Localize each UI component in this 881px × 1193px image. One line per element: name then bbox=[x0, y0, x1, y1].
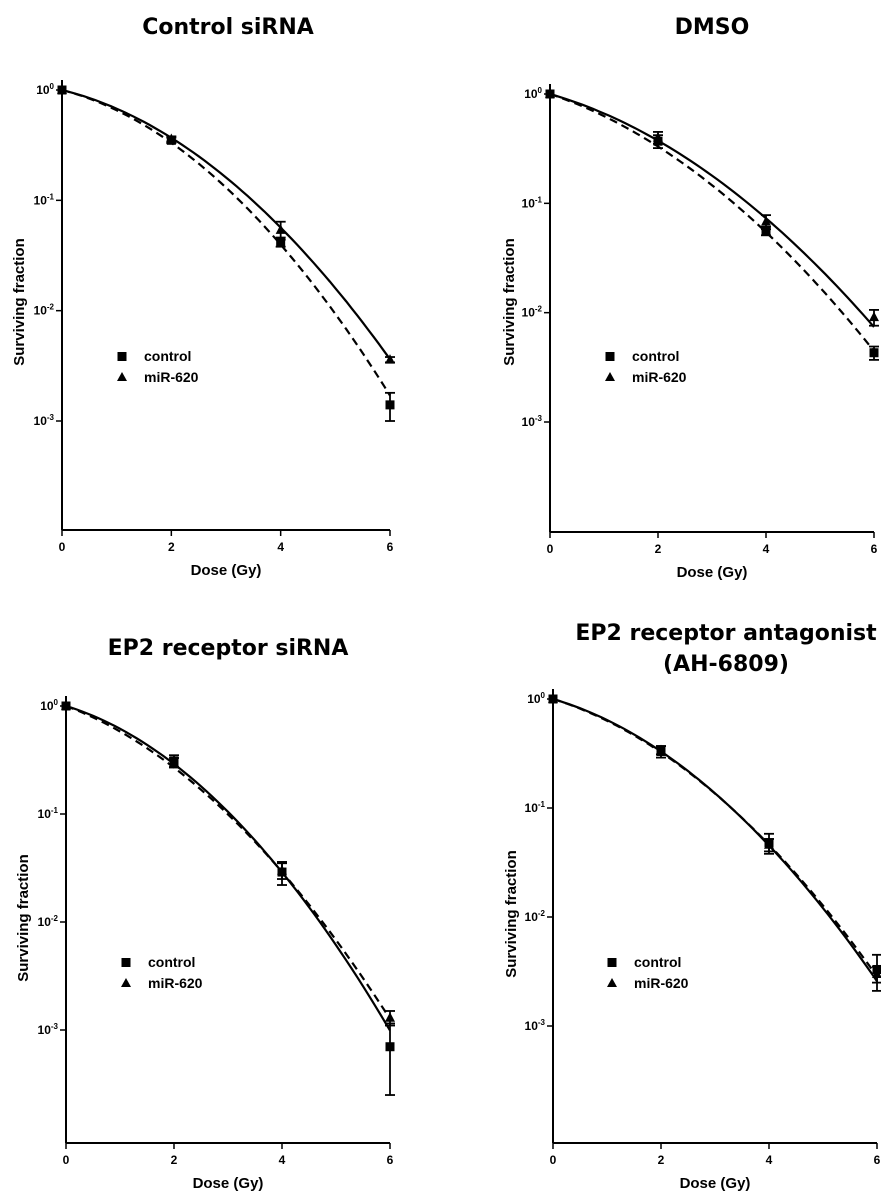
data-point-mir-620 bbox=[545, 88, 555, 98]
y-tick-label: 10-3 bbox=[522, 414, 543, 429]
y-tick-label: 100 bbox=[524, 86, 542, 101]
x-tick-label: 6 bbox=[387, 540, 394, 554]
legend-label-mir-620: miR-620 bbox=[632, 369, 687, 385]
data-point-mir-620 bbox=[166, 133, 177, 143]
x-tick-label: 0 bbox=[59, 540, 66, 554]
data-point-mir-620 bbox=[275, 224, 286, 234]
x-tick-label: 4 bbox=[279, 1153, 286, 1167]
y-tick-label: 10-1 bbox=[38, 806, 59, 821]
data-point-mir-620 bbox=[277, 864, 287, 875]
x-tick-label: 0 bbox=[547, 542, 554, 556]
data-point-mir-620 bbox=[385, 354, 395, 364]
legend-marker-control bbox=[605, 352, 615, 361]
y-tick-label: 10-1 bbox=[522, 195, 543, 210]
data-point-mir-620 bbox=[61, 700, 71, 710]
data-point-control bbox=[385, 400, 395, 410]
fit-curve-control bbox=[549, 92, 875, 352]
data-point-mir-620 bbox=[57, 84, 67, 94]
x-tick-label: 0 bbox=[63, 1153, 70, 1167]
x-tick-label: 2 bbox=[655, 542, 662, 556]
x-tick-label: 2 bbox=[171, 1153, 178, 1167]
chart-title: Control siRNA bbox=[142, 15, 314, 40]
fit-curve-mir-620 bbox=[552, 697, 878, 982]
chart-title: EP2 receptor siRNA bbox=[108, 636, 349, 661]
x-tick-label: 4 bbox=[766, 1153, 773, 1167]
legend-marker-control bbox=[607, 958, 617, 967]
legend-marker-mir-620 bbox=[607, 978, 617, 987]
y-axis-label: Surviving fraction bbox=[15, 854, 32, 982]
x-axis-label: Dose (Gy) bbox=[193, 1175, 264, 1192]
x-tick-label: 2 bbox=[168, 540, 175, 554]
y-tick-label: 10-2 bbox=[522, 305, 543, 320]
y-tick-label: 10-3 bbox=[525, 1018, 546, 1033]
legend-marker-mir-620 bbox=[121, 978, 131, 987]
chart-title-line-2: (AH-6809) bbox=[663, 652, 789, 677]
x-axis-label: Dose (Gy) bbox=[677, 564, 748, 581]
y-tick-label: 10-3 bbox=[38, 1022, 59, 1037]
fit-curve-control bbox=[65, 704, 391, 1020]
chart-panel-1: Control siRNA 0 2 4 6 100 10-1 10-2 10-3 Dose (Gy… bbox=[11, 15, 395, 579]
data-point-control bbox=[385, 1042, 395, 1052]
y-tick-label: 10-3 bbox=[34, 413, 55, 428]
data-point-mir-620 bbox=[869, 311, 879, 322]
x-tick-label: 0 bbox=[550, 1153, 557, 1167]
data-point-mir-620 bbox=[872, 968, 881, 978]
chart-title: DMSO bbox=[675, 15, 750, 40]
fit-curve-control bbox=[61, 88, 391, 397]
chart-panel-2: DMSO 0 2 4 6 100 10-1 10-2 10-3 Dose (Gy) Survivin… bbox=[501, 15, 879, 581]
chart-panel-3: EP2 receptor siRNA 0 2 4 6 100 10-1 10-2 10-3 Dos… bbox=[15, 636, 395, 1192]
x-tick-label: 6 bbox=[874, 1153, 881, 1167]
x-axis-label: Dose (Gy) bbox=[680, 1175, 751, 1192]
data-point-mir-620 bbox=[385, 1012, 395, 1022]
legend-label-control: control bbox=[634, 954, 681, 970]
legend-marker-mir-620 bbox=[117, 372, 127, 381]
fit-curve-mir-620 bbox=[65, 704, 391, 1032]
x-tick-label: 4 bbox=[763, 542, 770, 556]
legend-marker-control bbox=[121, 958, 131, 967]
x-tick-label: 6 bbox=[871, 542, 878, 556]
chart-panel-4: EP2 receptor antagonist (AH-6809) 0 2 4 6 100 1… bbox=[503, 621, 881, 1192]
data-point-control bbox=[276, 237, 286, 247]
data-point-control bbox=[869, 348, 879, 358]
y-tick-label: 100 bbox=[40, 698, 58, 713]
data-point-mir-620 bbox=[548, 693, 558, 703]
data-point-mir-620 bbox=[761, 216, 771, 226]
y-axis-label: Surviving fraction bbox=[503, 850, 520, 978]
y-tick-label: 10-2 bbox=[38, 914, 59, 929]
fit-curve-mir-620 bbox=[549, 92, 875, 328]
y-tick-label: 10-1 bbox=[34, 192, 55, 207]
data-point-control bbox=[761, 226, 771, 236]
y-tick-label: 100 bbox=[527, 691, 545, 706]
fit-curve-mir-620 bbox=[61, 88, 391, 360]
data-point-mir-620 bbox=[764, 839, 774, 849]
data-point-mir-620 bbox=[169, 756, 179, 767]
y-tick-label: 100 bbox=[36, 82, 54, 97]
legend-label-control: control bbox=[144, 348, 191, 364]
x-axis-label: Dose (Gy) bbox=[191, 562, 262, 579]
legend-label-control: control bbox=[632, 348, 679, 364]
x-tick-label: 6 bbox=[387, 1153, 394, 1167]
legend-label-mir-620: miR-620 bbox=[148, 975, 203, 991]
legend-marker-control bbox=[117, 352, 127, 361]
legend-marker-mir-620 bbox=[605, 372, 615, 381]
y-tick-label: 10-1 bbox=[525, 800, 546, 815]
chart-title: EP2 receptor antagonist bbox=[575, 621, 877, 646]
y-tick-label: 10-2 bbox=[525, 909, 546, 924]
data-point-mir-620 bbox=[656, 744, 666, 755]
fit-curve-control bbox=[552, 697, 878, 977]
data-point-mir-620 bbox=[653, 132, 663, 142]
x-tick-label: 4 bbox=[277, 540, 284, 554]
legend-label-mir-620: miR-620 bbox=[634, 975, 689, 991]
x-tick-label: 2 bbox=[658, 1153, 665, 1167]
y-axis-label: Surviving fraction bbox=[501, 238, 518, 366]
legend-label-control: control bbox=[148, 954, 195, 970]
y-tick-label: 10-2 bbox=[34, 303, 55, 318]
legend-label-mir-620: miR-620 bbox=[144, 369, 199, 385]
y-axis-label: Surviving fraction bbox=[11, 238, 28, 366]
